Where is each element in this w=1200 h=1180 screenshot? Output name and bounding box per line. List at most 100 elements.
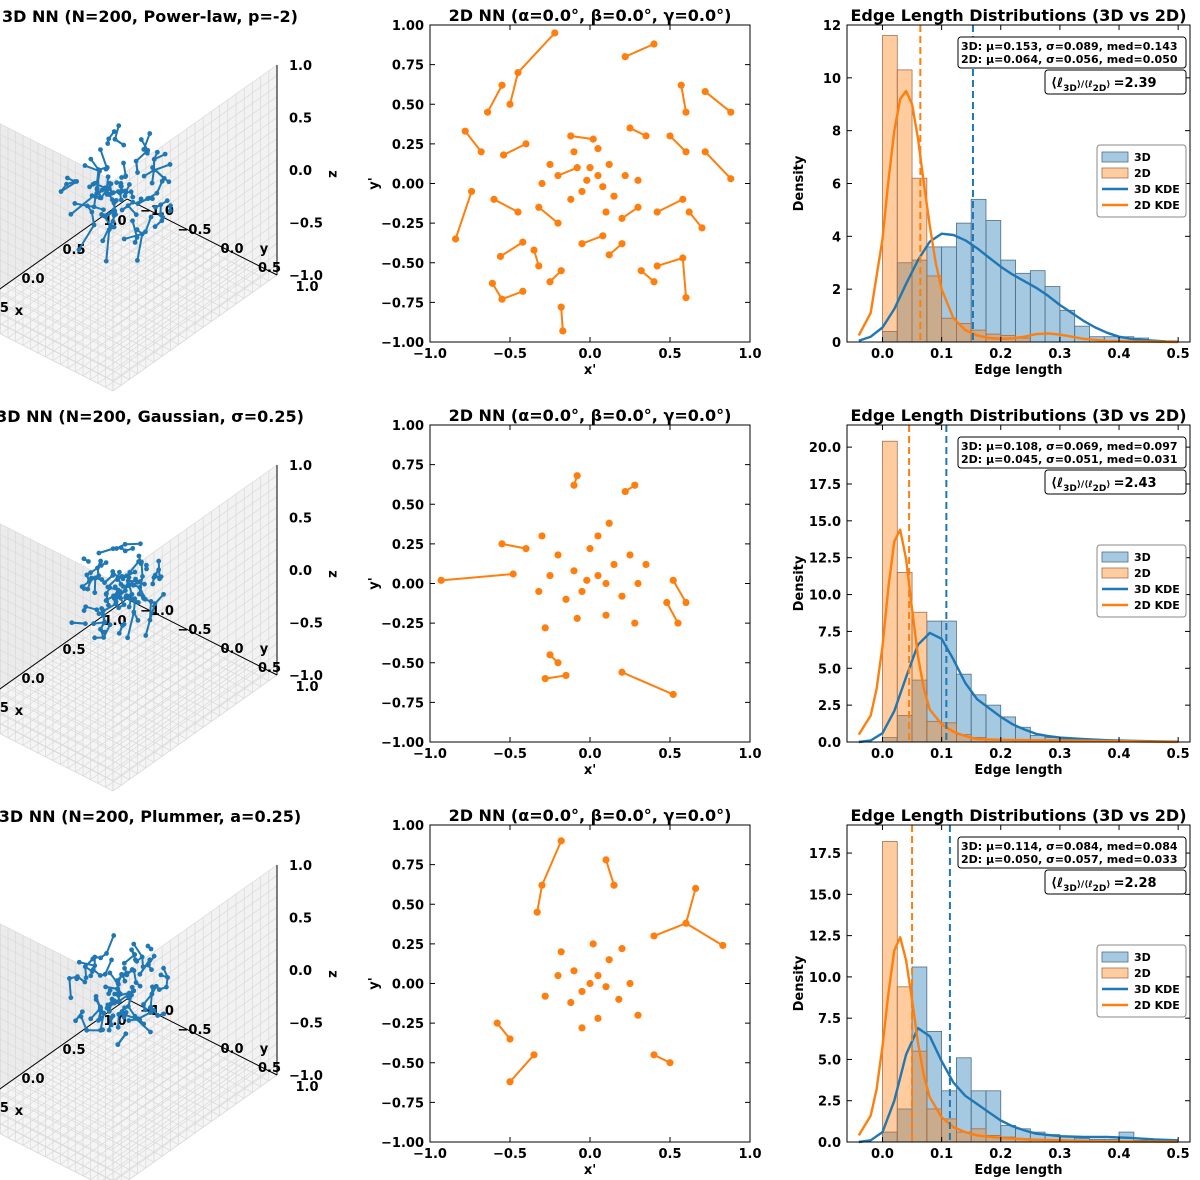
- point-2d: [546, 571, 554, 580]
- point-2d: [557, 303, 565, 311]
- grid-line: [118, 1004, 269, 1082]
- point-3d: [101, 207, 106, 213]
- x-tick-label: 0.5: [62, 643, 85, 658]
- point-2d: [522, 140, 530, 148]
- nn-edge-3d: [144, 619, 151, 636]
- point-2d: [573, 164, 581, 172]
- plot-frame: [429, 424, 751, 743]
- point-2d: [666, 1059, 674, 1067]
- point-3d: [91, 204, 97, 210]
- point-2d: [682, 919, 690, 927]
- plot-frame: [846, 824, 1191, 1143]
- point-3d: [88, 570, 93, 576]
- point-3d: [145, 943, 151, 949]
- point-3d: [64, 181, 69, 187]
- point-2d: [594, 532, 602, 540]
- hist-title: Edge Length Distributions (3D vs 2D): [850, 806, 1186, 825]
- point-2d: [500, 151, 508, 159]
- grid-line: [85, 1027, 237, 1105]
- nn-edge-3d: [123, 233, 143, 240]
- point-3d: [115, 1042, 121, 1048]
- y-tick-label: 0.00: [392, 978, 424, 993]
- point-2d: [477, 148, 485, 156]
- grid-line: [94, 221, 245, 299]
- z-tick-label: −1.0: [289, 1069, 323, 1084]
- point-2d: [519, 238, 527, 246]
- x-axis-line: [0, 598, 128, 690]
- point-3d: [92, 590, 98, 596]
- grid-line: [0, 1028, 114, 1087]
- point-3d: [123, 173, 129, 179]
- nn-edge-3d: [98, 547, 114, 554]
- y-tick-label: 12: [823, 19, 841, 34]
- point-3d: [113, 597, 118, 602]
- x-axis-line: [0, 198, 128, 290]
- point-3d: [91, 222, 97, 228]
- point-3d: [151, 156, 157, 162]
- point-3d: [161, 591, 166, 597]
- plot-frame: [846, 424, 1191, 743]
- y-tick-label: 5.0: [818, 1053, 841, 1068]
- nn-edge-2d: [501, 542, 527, 550]
- grid-line: [112, 538, 278, 655]
- point-3d: [123, 1031, 129, 1037]
- point-3d: [114, 180, 120, 185]
- grid-line: [75, 1055, 240, 1173]
- point-3d: [100, 238, 106, 244]
- panel-3d-2: 3D NN (N=200, Gaussian, σ=0.25)−1.0−1.0−…: [0, 407, 340, 792]
- grid-line: [52, 244, 218, 361]
- panel-2d-title: 2D NN (α=0.0°, β=0.0°, γ=0.0°): [449, 406, 732, 425]
- point-3d: [129, 947, 134, 953]
- x-tick-label: −0.5: [493, 347, 527, 362]
- point-2d: [557, 267, 565, 275]
- grid-line: [0, 228, 114, 287]
- point-2d: [618, 214, 626, 222]
- grid-line: [90, 263, 255, 380]
- x-tick-label: 0.0: [871, 347, 894, 362]
- legend-label: 3D KDE: [1134, 183, 1180, 196]
- grid-line: [112, 96, 278, 213]
- grid-line: [118, 604, 269, 682]
- nn-edge-3d: [105, 935, 115, 954]
- grid-line: [97, 267, 263, 384]
- y-tick-label: 0.0: [220, 1042, 243, 1057]
- kde-line-3d: [858, 631, 1179, 744]
- point-3d: [120, 972, 126, 978]
- hist-bar-3d: [956, 673, 972, 743]
- y-tick-label: 1.00: [392, 819, 424, 834]
- point-3d: [148, 946, 154, 952]
- point-3d: [83, 975, 89, 981]
- ratio-part: ⟩: [1106, 80, 1113, 90]
- point-2d: [541, 675, 549, 683]
- y-tick-label: −0.75: [381, 696, 424, 711]
- x-tick-label: 0.0: [21, 1072, 44, 1087]
- x-tick-label: 0.3: [1048, 1147, 1071, 1162]
- panel-2d-3: 2D NN (α=0.0°, β=0.0°, γ=0.0°) −1.0 −0.5 0.…: [367, 806, 762, 1178]
- point-2d: [578, 987, 586, 996]
- point-3d: [106, 1009, 112, 1014]
- point-2d: [642, 560, 650, 569]
- point-3d: [107, 970, 113, 976]
- y-tick-label: −1.00: [381, 336, 424, 351]
- x-tick-label: 0.0: [578, 747, 601, 762]
- x-tick-label: 0.4: [1108, 747, 1131, 762]
- grid-line: [112, 159, 278, 276]
- x-tick-label: 0.0: [871, 1147, 894, 1162]
- grid-line: [45, 1040, 210, 1158]
- ratio-part: ⟩: [1106, 880, 1113, 890]
- grid-line: [0, 628, 114, 687]
- nn-edge-2d: [605, 859, 615, 886]
- point-3d: [130, 218, 135, 224]
- point-3d: [87, 184, 93, 190]
- y-tick-label: 0.5: [258, 661, 281, 676]
- stats-box: [957, 436, 1187, 469]
- grid-line: [0, 554, 114, 613]
- point-2d: [578, 240, 586, 248]
- panel-3d-1: 3D NN (N=200, Power-law, p=-2)−1.0−1.0−1…: [0, 7, 340, 392]
- panel-2d-1: 2D NN (α=0.0°, β=0.0°, γ=0.0°) −1.0 −0.5 0.…: [367, 6, 762, 378]
- y-tick-label: 17.5: [809, 478, 841, 493]
- point-3d: [147, 131, 153, 136]
- x-tick-label: −1.0: [413, 1147, 447, 1162]
- ratio-sub: 3D: [1063, 484, 1077, 494]
- point-3d: [136, 591, 142, 597]
